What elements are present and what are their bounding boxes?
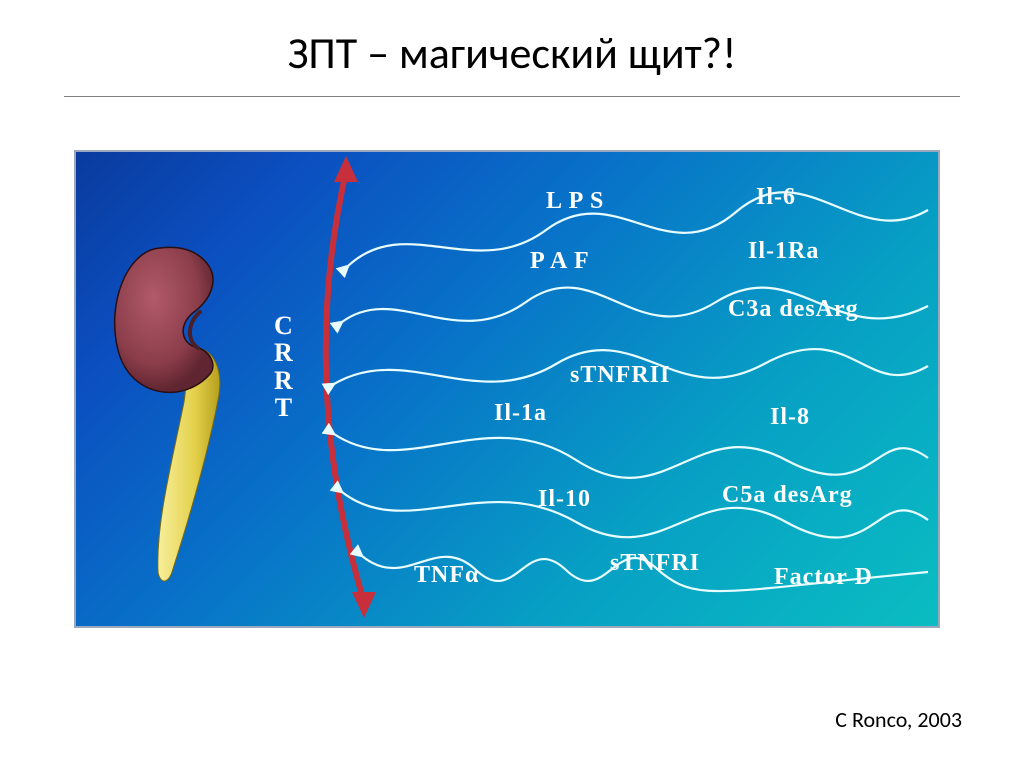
mediator-label: Il-10 (538, 486, 591, 513)
mediator-label: sTNFRI (610, 550, 700, 577)
diagram-frame: C R R T L P SIl-6P A FIl-1RaC3a desArgsT… (74, 150, 940, 628)
mediator-label: sTNFRII (570, 362, 670, 389)
mediator-label: Il-8 (770, 404, 810, 431)
mediator-label: L P S (546, 188, 604, 215)
mediator-label: C3a desArg (728, 296, 859, 323)
title-underline (64, 96, 960, 97)
slide: ЗПТ – магический щит?! (0, 0, 1024, 767)
mediator-label: Il-1a (494, 400, 547, 427)
slide-title: ЗПТ – магический щит?! (0, 26, 1024, 80)
mediator-labels: L P S Il-6 P A F Il-1Ra C3a desArg sTNFRII Il-… (76, 152, 938, 626)
mediator-label: TNFα (414, 562, 479, 589)
citation: C Ronco, 2003 (835, 706, 962, 733)
mediator-label: P A F (530, 248, 590, 275)
mediator-label: Factor D (774, 564, 873, 591)
mediator-label: Il-1Ra (748, 238, 819, 265)
mediator-label: C5a desArg (722, 482, 853, 509)
mediator-label: Il-6 (756, 184, 796, 211)
